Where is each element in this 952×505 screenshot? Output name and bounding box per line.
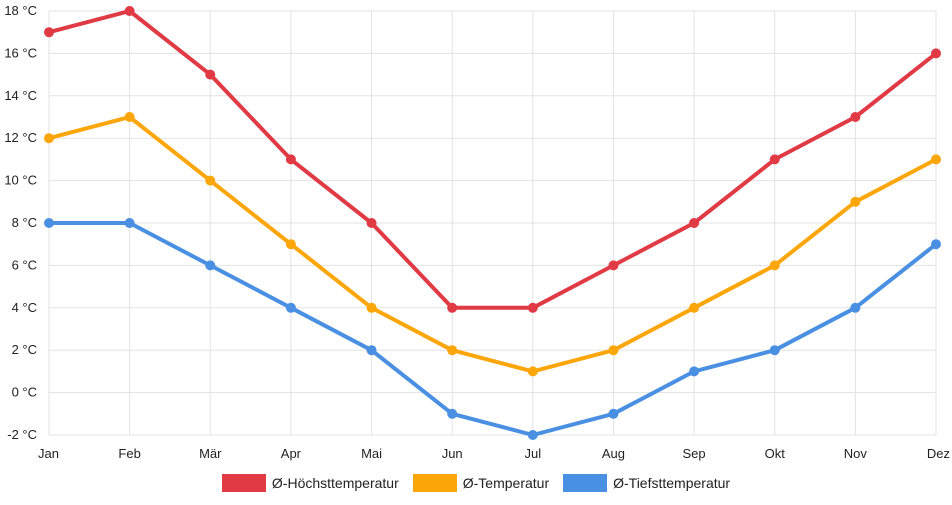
legend-label: Ø-Temperatur xyxy=(462,475,550,491)
series-1 xyxy=(44,6,941,313)
data-point xyxy=(689,218,700,228)
x-tick-label: Dez xyxy=(927,446,950,461)
data-point xyxy=(366,218,377,228)
y-tick-label: 18 °C xyxy=(4,3,37,18)
x-tick-label: Feb xyxy=(118,446,140,461)
series-lines xyxy=(44,6,941,440)
data-point xyxy=(447,345,458,356)
legend-item-hoechsttemperatur[interactable]: Ø-Höchsttemperatur xyxy=(221,474,399,492)
series-2 xyxy=(44,112,941,377)
data-point xyxy=(931,48,941,59)
data-point xyxy=(689,366,700,377)
data-point xyxy=(205,175,216,186)
legend-item-temperatur[interactable]: Ø-Temperatur xyxy=(412,474,550,492)
x-tick-label: Sep xyxy=(683,446,706,461)
y-tick-label: 4 °C xyxy=(12,300,37,315)
data-point xyxy=(366,345,377,356)
grid-lines xyxy=(48,10,937,436)
data-point xyxy=(769,154,780,165)
chart-legend: Ø-Höchsttemperatur Ø-Temperatur Ø-Tiefst… xyxy=(0,472,952,494)
series-line xyxy=(47,9,938,310)
y-tick-label: 14 °C xyxy=(4,88,37,103)
data-point xyxy=(124,218,135,228)
y-tick-label: 10 °C xyxy=(4,173,37,188)
data-point xyxy=(608,345,619,356)
legend-item-tiefsttemperatur[interactable]: Ø-Tiefsttemperatur xyxy=(563,474,730,492)
data-point xyxy=(527,366,538,377)
data-point xyxy=(205,69,216,80)
series-line xyxy=(47,115,938,374)
y-tick-label: 16 °C xyxy=(4,45,37,60)
data-point xyxy=(44,218,54,228)
data-point xyxy=(850,302,861,313)
legend-swatch xyxy=(563,474,608,492)
data-point xyxy=(124,112,135,122)
data-point xyxy=(527,302,538,313)
series-line xyxy=(47,221,938,437)
data-point xyxy=(931,154,941,165)
legend-swatch xyxy=(412,474,457,492)
x-tick-label: Jun xyxy=(442,446,463,461)
y-tick-label: 12 °C xyxy=(4,130,37,145)
series-3 xyxy=(44,218,941,440)
x-tick-label: Okt xyxy=(765,446,786,461)
data-point xyxy=(608,260,619,271)
y-tick-label: 2 °C xyxy=(12,342,37,357)
x-tick-label: Mai xyxy=(361,446,382,461)
data-point xyxy=(527,430,538,440)
data-point xyxy=(608,408,619,419)
y-tick-label: -2 °C xyxy=(7,427,37,442)
legend-swatch xyxy=(221,474,266,492)
data-point xyxy=(447,302,458,313)
y-tick-label: 6 °C xyxy=(12,257,37,272)
data-point xyxy=(285,302,296,313)
data-point xyxy=(447,408,458,419)
y-tick-label: 0 °C xyxy=(12,385,37,400)
x-tick-label: Aug xyxy=(602,446,625,461)
data-point xyxy=(769,345,780,356)
data-point xyxy=(850,112,861,122)
data-point xyxy=(689,302,700,313)
data-point xyxy=(44,133,54,144)
data-point xyxy=(124,6,135,16)
x-tick-label: Jan xyxy=(38,446,59,461)
data-point xyxy=(769,260,780,271)
data-point xyxy=(44,27,54,38)
legend-label: Ø-Tiefsttemperatur xyxy=(613,475,731,491)
y-tick-label: 8 °C xyxy=(12,215,37,230)
data-point xyxy=(285,154,296,165)
axis-labels: -2 °C 0 °C 2 °C 4 °C 6 °C 8 °C 10 °C 12 °C 14 °C… xyxy=(4,3,950,461)
x-tick-label: Jul xyxy=(525,446,542,461)
x-tick-label: Mär xyxy=(199,446,222,461)
x-tick-label: Apr xyxy=(281,446,302,461)
data-point xyxy=(285,239,296,250)
legend-label: Ø-Höchsttemperatur xyxy=(271,475,399,491)
data-point xyxy=(931,239,941,250)
x-tick-label: Nov xyxy=(844,446,868,461)
data-point xyxy=(205,260,216,271)
data-point xyxy=(850,196,861,207)
data-point xyxy=(366,302,377,313)
